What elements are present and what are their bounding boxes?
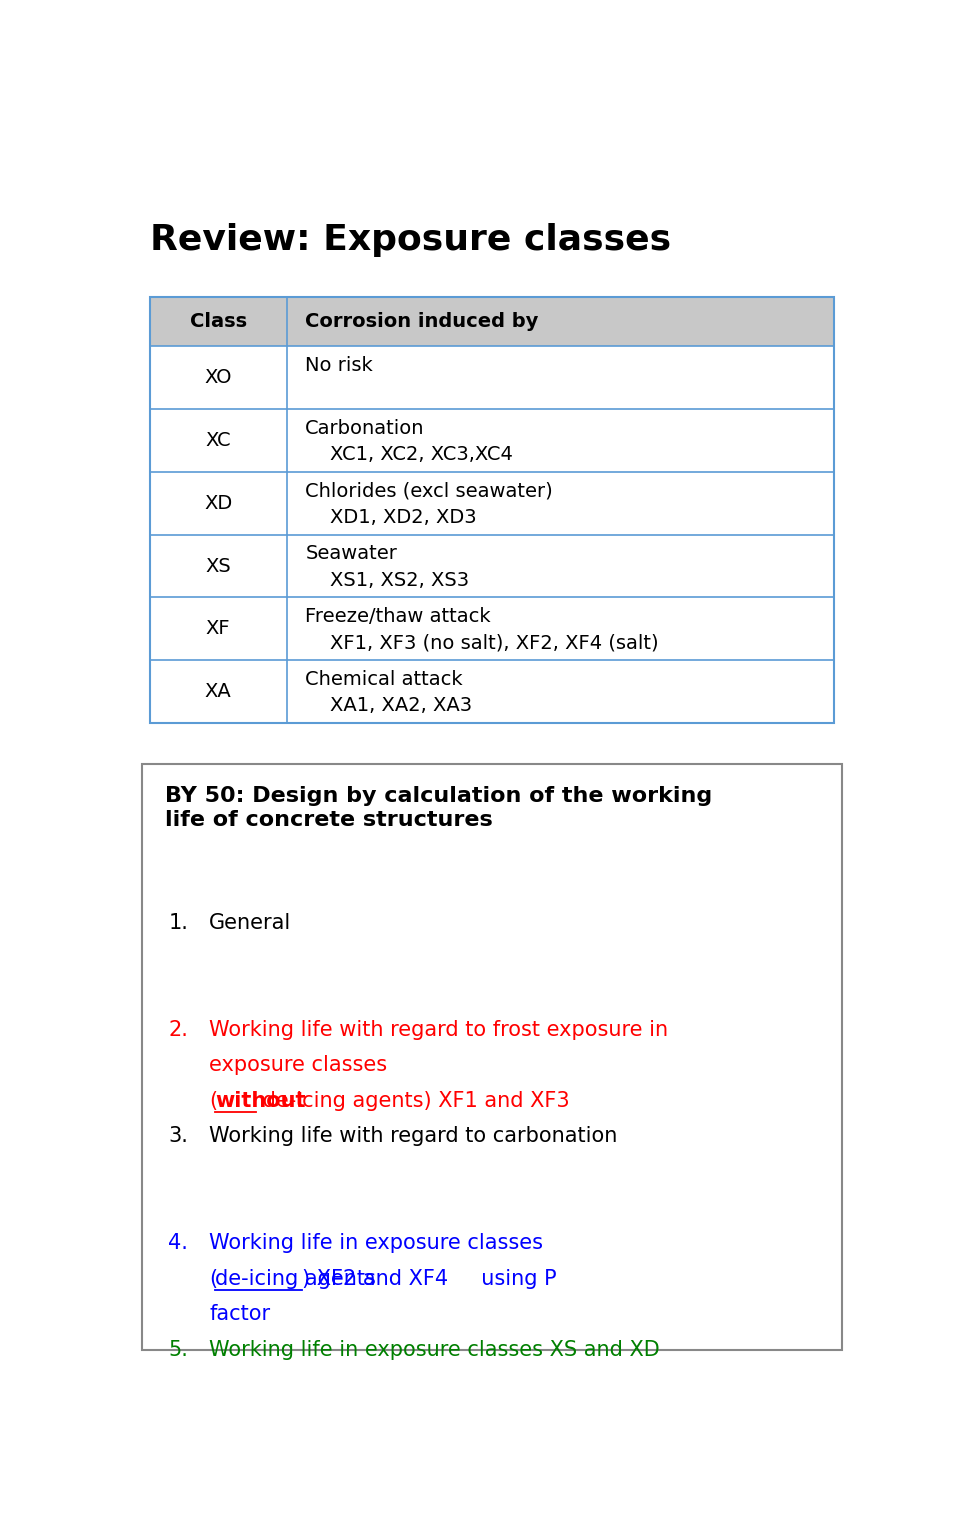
Text: de-icing agents) XF1 and XF3: de-icing agents) XF1 and XF3 [255,1091,569,1111]
Text: 1.: 1. [168,913,188,933]
Text: 5.: 5. [168,1340,188,1360]
Text: (: ( [209,1268,217,1288]
Text: (: ( [209,1091,217,1111]
Text: Chemical attack
    XA1, XA2, XA3: Chemical attack XA1, XA2, XA3 [305,670,472,715]
Text: XD: XD [204,493,232,513]
Text: 2.: 2. [168,1021,188,1041]
Text: exposure classes: exposure classes [209,1056,388,1076]
Text: de-icing agents: de-icing agents [215,1268,376,1288]
Text: General: General [209,913,292,933]
Text: Working life in exposure classes XS and XD: Working life in exposure classes XS and … [209,1340,660,1360]
Text: 4.: 4. [168,1233,188,1253]
FancyBboxPatch shape [142,764,842,1349]
Bar [150,297,834,346]
Text: BY 50: Design by calculation of the working
life of concrete structures: BY 50: Design by calculation of the work… [165,785,712,830]
Text: factor: factor [209,1303,271,1323]
Text: No risk: No risk [305,357,373,375]
Text: Class: Class [190,312,247,330]
Text: Working life in exposure classes: Working life in exposure classes [209,1233,543,1253]
Text: Chlorides (excl seawater)
    XD1, XD2, XD3: Chlorides (excl seawater) XD1, XD2, XD3 [305,481,553,527]
Bar [150,297,834,722]
Text: Working life with regard to frost exposure in: Working life with regard to frost exposu… [209,1021,668,1041]
Text: XF: XF [205,619,230,638]
Text: Seawater
    XS1, XS2, XS3: Seawater XS1, XS2, XS3 [305,544,469,590]
Text: Corrosion induced by: Corrosion induced by [305,312,539,330]
Text: Review: Exposure classes: Review: Exposure classes [150,223,671,258]
Text: Carbonation
    XC1, XC2, XC3,XC4: Carbonation XC1, XC2, XC3,XC4 [305,418,514,464]
Text: XS: XS [205,556,231,575]
Text: Freeze/thaw attack
    XF1, XF3 (no salt), XF2, XF4 (salt): Freeze/thaw attack XF1, XF3 (no salt), X… [305,607,659,652]
Text: XA: XA [204,682,231,701]
Text: without: without [215,1091,305,1111]
Text: XC: XC [205,430,231,450]
Text: 3.: 3. [168,1127,188,1147]
Text: XO: XO [204,369,232,387]
Text: ) XF2 and XF4     using P: ) XF2 and XF4 using P [302,1268,557,1288]
Text: Working life with regard to carbonation: Working life with regard to carbonation [209,1127,617,1147]
